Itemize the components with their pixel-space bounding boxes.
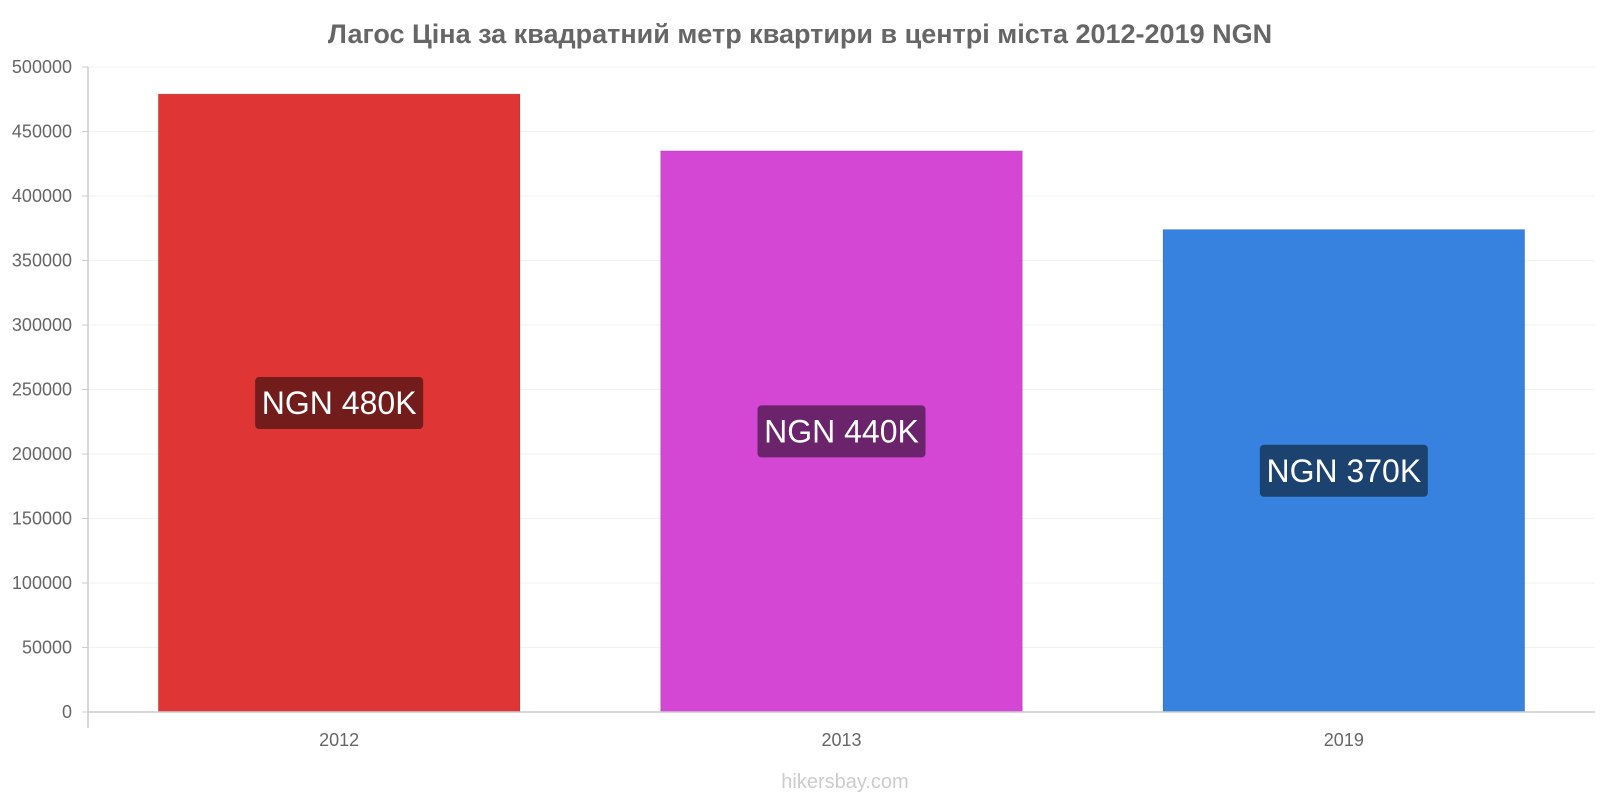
y-axis: 0 50000 100000 150000 200000 250000 300000 3500…: [12, 57, 89, 728]
chart-title: Лагос Ціна за квадратний метр квартири в…: [328, 19, 1272, 49]
y-tick-label: 450000: [12, 122, 72, 142]
y-tick-label: 500000: [12, 57, 72, 77]
y-tick-label: 350000: [12, 251, 72, 271]
y-tick-label: 150000: [12, 509, 72, 529]
y-tick-label: 250000: [12, 380, 72, 400]
y-tick-label: 100000: [12, 573, 72, 593]
y-tick-label: 50000: [22, 638, 72, 658]
y-tick-label: 200000: [12, 444, 72, 464]
y-tick-label: 400000: [12, 186, 72, 206]
value-label-box: [757, 405, 926, 458]
value-label: NGN 480K: [262, 385, 417, 421]
bars: [157, 93, 1526, 713]
value-label: NGN 370K: [1266, 453, 1421, 489]
x-axis: 2012 2013 2019: [88, 711, 1595, 750]
x-tick-label: 2013: [821, 730, 861, 750]
y-tick-label: 0: [62, 702, 72, 722]
value-label-box: [1259, 444, 1428, 497]
value-labels: NGN 480K NGN 440K NGN 370K: [255, 377, 1428, 497]
y-tick-label: 300000: [12, 315, 72, 335]
watermark-text: hikersbay.com: [781, 771, 908, 793]
value-label-box: [255, 377, 424, 430]
value-label: NGN 440K: [764, 413, 919, 449]
x-tick-label: 2012: [319, 730, 359, 750]
x-tick-label: 2019: [1324, 730, 1364, 750]
